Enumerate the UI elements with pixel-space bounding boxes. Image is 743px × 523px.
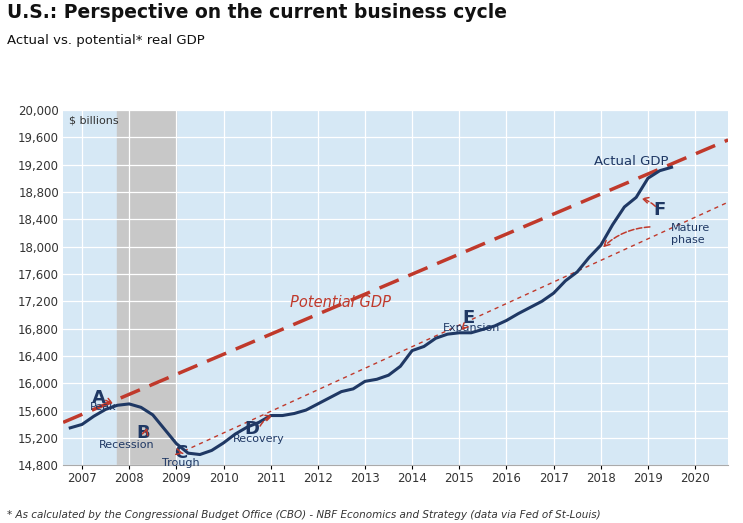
Text: Recovery: Recovery <box>233 434 285 444</box>
Text: Actual GDP: Actual GDP <box>594 155 668 168</box>
Text: B: B <box>137 424 150 441</box>
Text: $ billions: $ billions <box>69 115 118 126</box>
Text: Peak: Peak <box>90 402 117 412</box>
Text: Mature
phase: Mature phase <box>671 223 710 245</box>
Text: Actual vs. potential* real GDP: Actual vs. potential* real GDP <box>7 34 205 47</box>
Text: Expansion: Expansion <box>442 323 500 333</box>
Text: Potential GDP: Potential GDP <box>290 295 391 310</box>
Text: F: F <box>654 201 666 219</box>
Text: U.S.: Perspective on the current business cycle: U.S.: Perspective on the current busines… <box>7 3 507 21</box>
Text: * As calculated by the Congressional Budget Office (CBO) - NBF Economics and Str: * As calculated by the Congressional Bud… <box>7 510 601 520</box>
Text: A: A <box>91 389 106 407</box>
Text: E: E <box>463 309 475 327</box>
Bar <box>117 110 176 465</box>
Text: Trough: Trough <box>162 458 200 468</box>
Text: D: D <box>244 419 259 438</box>
Text: C: C <box>175 444 188 462</box>
Text: Recession: Recession <box>99 440 155 450</box>
